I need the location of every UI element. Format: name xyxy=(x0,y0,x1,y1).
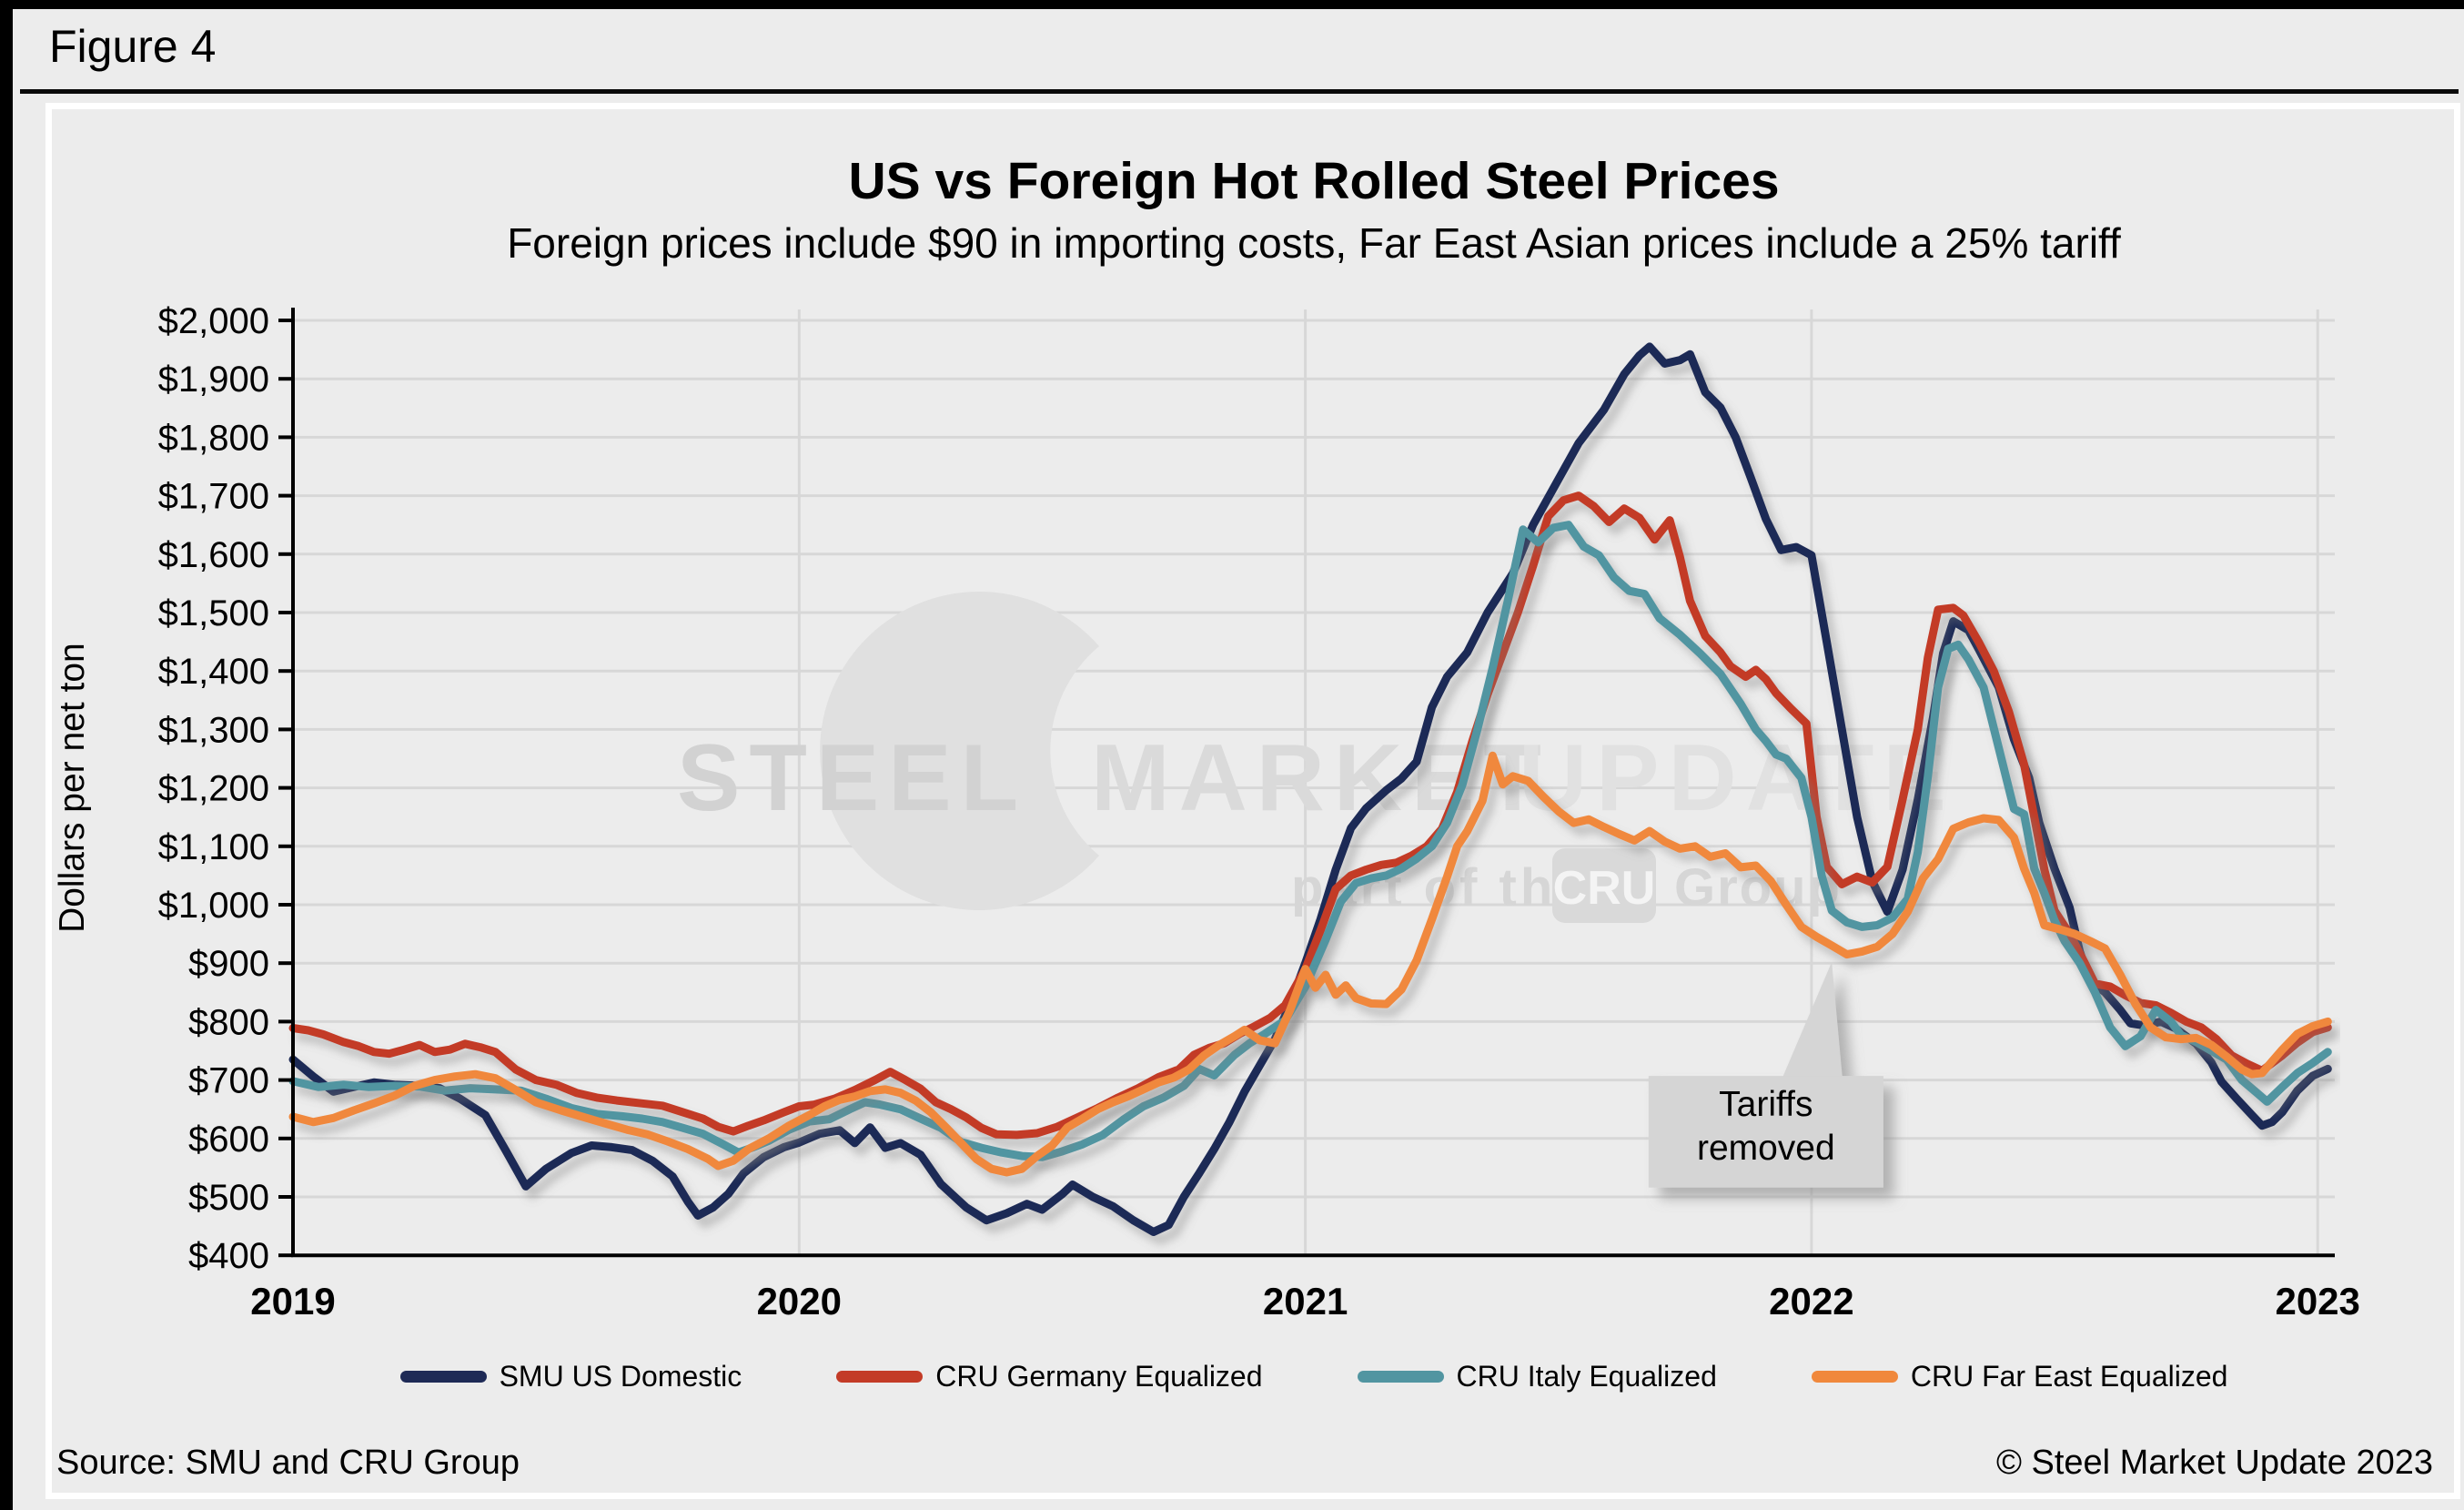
chart-subtitle: Foreign prices include $90 in importing … xyxy=(507,219,2121,267)
chart-title: US vs Foreign Hot Rolled Steel Prices xyxy=(848,152,1780,210)
legend-item: CRU Italy Equalized xyxy=(1357,1360,1717,1393)
x-tick-label: 2021 xyxy=(1263,1280,1348,1323)
y-tick-label: $600 xyxy=(188,1120,269,1160)
annotation-text: Tariffs xyxy=(1719,1085,1813,1124)
annotation-callout: Tariffs removed xyxy=(1648,961,1883,1188)
x-tick-label: 2023 xyxy=(2275,1280,2359,1323)
y-tick-label: $700 xyxy=(188,1061,269,1101)
x-tick-label: 2019 xyxy=(250,1280,335,1323)
gridlines xyxy=(293,309,2335,1256)
legend-label: CRU Italy Equalized xyxy=(1456,1360,1717,1393)
x-tick-label: 2020 xyxy=(757,1280,842,1323)
y-tick-label: $2,000 xyxy=(158,301,269,341)
y-tick-label: $1,400 xyxy=(158,652,269,692)
y-axis-title: Dollars per net ton xyxy=(53,643,92,933)
y-tick-label: $1,700 xyxy=(158,477,269,517)
legend-item: SMU US Domestic xyxy=(399,1360,742,1393)
annotation-pointer xyxy=(1782,961,1843,1079)
y-tick-label: $1,200 xyxy=(158,769,269,809)
y-tick-label: $1,300 xyxy=(158,710,269,750)
legend: SMU US Domestic CRU Germany Equalized CRU … xyxy=(247,1360,2380,1393)
legend-label: CRU Far East Equalized xyxy=(1910,1360,2228,1393)
y-tick-label: $1,100 xyxy=(158,827,269,867)
watermark-cru-label: CRU xyxy=(1553,862,1656,915)
y-tick-label: $400 xyxy=(188,1236,269,1276)
legend-label: CRU Germany Equalized xyxy=(935,1360,1263,1393)
y-tick-label: $900 xyxy=(188,944,269,984)
series-line-cru-germany-equalized xyxy=(288,492,2332,1140)
annotation-text: removed xyxy=(1697,1129,1835,1168)
legend-label: SMU US Domestic xyxy=(499,1360,742,1393)
y-tick-label: $1,600 xyxy=(158,535,269,575)
figure-label: Figure 4 xyxy=(49,21,217,72)
y-tick-label: $1,900 xyxy=(158,360,269,400)
header-rule xyxy=(20,89,2459,94)
watermark-word-steel: STEEL xyxy=(677,725,1027,831)
legend-item: CRU Far East Equalized xyxy=(1811,1360,2228,1393)
y-tick-label: $1,000 xyxy=(158,886,269,926)
chart-panel xyxy=(45,103,2460,1499)
axes: $400 $500 $600 $700 $800 $900 $1,000 $1,100 $1,2… xyxy=(53,301,2360,1323)
series-group xyxy=(288,342,2332,1236)
series-line-cru-italy-equalized xyxy=(288,521,2332,1161)
footer: Source: SMU and CRU Group © Steel Market… xyxy=(56,1444,2433,1483)
watermark-cru-box xyxy=(1552,848,1656,923)
y-tick-label: $500 xyxy=(188,1178,269,1218)
copyright-note: © Steel Market Update 2023 xyxy=(1995,1444,2433,1482)
x-tick-label: 2022 xyxy=(1769,1280,1853,1323)
legend-swatch-icon xyxy=(399,1371,487,1383)
legend-swatch-icon xyxy=(1357,1371,1444,1383)
annotation-box xyxy=(1648,1076,1883,1188)
legend-swatch-icon xyxy=(836,1371,924,1383)
watermark-crescent-icon xyxy=(820,592,1099,910)
y-tick-label: $1,800 xyxy=(158,418,269,458)
legend-swatch-icon xyxy=(1811,1371,1898,1383)
watermark-word-market: MARKET xyxy=(1091,725,1550,831)
y-tick-label: $1,500 xyxy=(158,593,269,633)
watermark-word-update: UPDATE xyxy=(1519,725,1955,831)
legend-item: CRU Germany Equalized xyxy=(836,1360,1263,1393)
source-note: Source: SMU and CRU Group xyxy=(56,1444,520,1482)
series-line-smu-us-domestic xyxy=(288,342,2332,1236)
series-line-cru-far-east-equalized xyxy=(288,751,2332,1177)
y-tick-label: $800 xyxy=(188,1002,269,1042)
